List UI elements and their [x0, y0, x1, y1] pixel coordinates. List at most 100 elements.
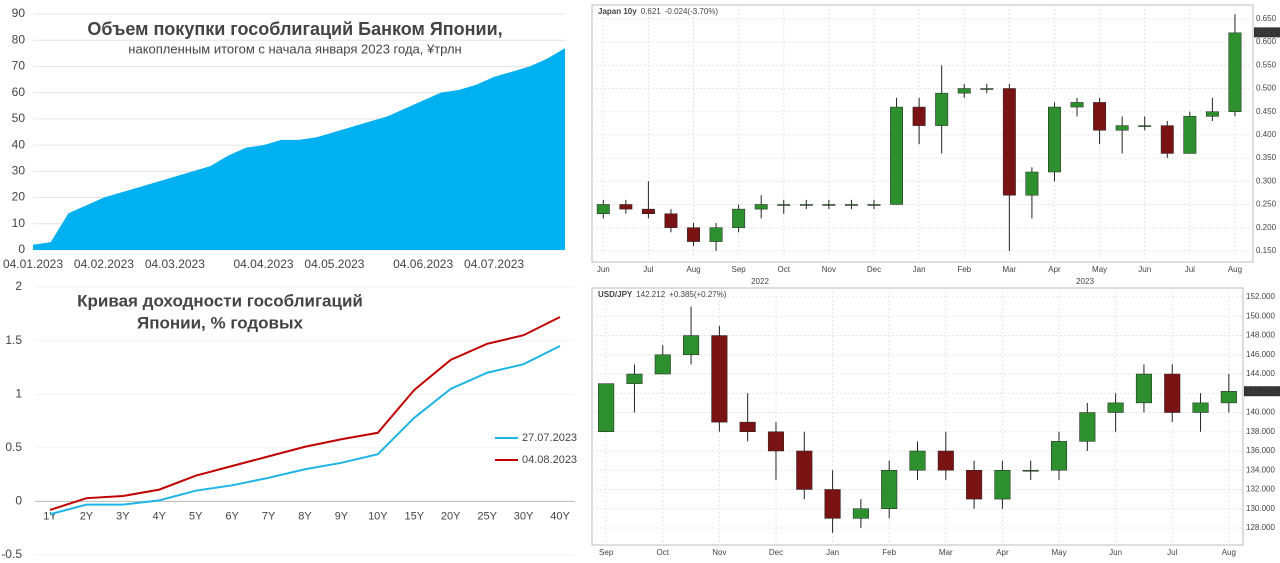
panel-border — [591, 4, 1254, 263]
x-tick-label: Dec — [769, 548, 783, 557]
candle-body — [709, 227, 723, 242]
x-tick-label: Jul — [1185, 265, 1195, 274]
candle-body — [596, 204, 610, 215]
candle-body — [664, 213, 678, 228]
x-tick-label: Apr — [1048, 265, 1061, 274]
price-change: -0.024(-3.70%) — [665, 7, 719, 16]
candle-body — [1025, 171, 1039, 196]
candle-body — [966, 469, 983, 500]
candle-body — [711, 335, 728, 423]
x-tick-label: 4Y — [153, 510, 167, 522]
y-tick-label: 138.000 — [1246, 427, 1275, 436]
candle-body — [844, 204, 858, 206]
x-tick-label: Jul — [643, 265, 653, 274]
y-tick-label: -0.5 — [1, 547, 22, 561]
candle-body — [852, 508, 869, 519]
y-tick-label: 0.150 — [1256, 246, 1277, 255]
x-tick-label: 8Y — [298, 510, 312, 522]
y-tick-label: 90 — [12, 6, 26, 20]
y-tick-label: 140.000 — [1246, 408, 1275, 417]
candle-body — [1205, 111, 1219, 117]
candle-body — [683, 335, 700, 356]
candle-body — [824, 489, 841, 519]
x-tick-label: 5Y — [189, 510, 203, 522]
x-tick-label: Oct — [657, 548, 670, 557]
candle-body — [619, 204, 633, 210]
candle-body — [867, 204, 881, 206]
candle-body — [739, 421, 756, 433]
x-tick-label: Jun — [1109, 548, 1122, 557]
candle-body — [1022, 469, 1039, 472]
y-tick-label: 152.000 — [1246, 292, 1275, 301]
candle-body — [1002, 88, 1016, 196]
x-tick-label: 6Y — [225, 510, 239, 522]
y-tick-label: 1.5 — [5, 333, 22, 347]
x-tick-label: Jan — [826, 548, 839, 557]
x-tick-label: Nov — [712, 548, 726, 557]
y-tick-label: 128.000 — [1246, 523, 1275, 532]
y-tick-label: 146.000 — [1246, 350, 1275, 359]
candle-body — [799, 204, 813, 206]
y-tick-label: 132.000 — [1246, 485, 1275, 494]
x-tick-label: 25Y — [477, 510, 497, 522]
y-tick-label: 134.000 — [1246, 465, 1275, 474]
year-label: 2023 — [1076, 277, 1094, 286]
chart-subtitle: накопленным итогом с начала января 2023 … — [128, 41, 461, 56]
chart-title: Японии, % годовых — [137, 313, 303, 332]
y-tick-label: 144.000 — [1246, 369, 1275, 378]
price-tag — [1244, 386, 1280, 397]
area — [33, 48, 565, 250]
y-tick-label: 1 — [15, 386, 22, 400]
candle-body — [598, 383, 615, 433]
y-tick-label: 50 — [12, 111, 26, 125]
candle-body — [937, 450, 954, 471]
x-tick-label: 15Y — [404, 510, 424, 522]
legend-label: 27.07.2023 — [522, 432, 577, 444]
x-tick-label: Aug — [1228, 265, 1242, 274]
x-tick-label: May — [1092, 265, 1107, 274]
y-tick-label: 0.200 — [1256, 223, 1277, 232]
y-tick-label: 0 — [18, 242, 25, 256]
price-change: +0.385(+0.27%) — [669, 290, 727, 299]
x-tick-label: 7Y — [262, 510, 276, 522]
y-tick-label: 148.000 — [1246, 331, 1275, 340]
x-tick-label: 04.07.2023 — [464, 257, 524, 271]
year-label: 2022 — [751, 277, 769, 286]
candle-body — [754, 204, 768, 210]
x-tick-label: 04.03.2023 — [145, 257, 205, 271]
candle-body — [1048, 106, 1061, 173]
price-tag-label: 142.212 — [1246, 386, 1275, 395]
y-tick-label: 0.300 — [1256, 176, 1277, 185]
candle-body — [957, 88, 971, 94]
x-tick-label: Aug — [1222, 548, 1236, 557]
y-tick-label: 0.450 — [1256, 107, 1277, 116]
x-tick-label: Feb — [882, 548, 896, 557]
candle-body — [890, 106, 904, 205]
y-tick-label: 60 — [12, 85, 26, 99]
candle-body — [796, 450, 813, 490]
y-tick-label: 70 — [12, 59, 26, 73]
x-tick-label: 3Y — [116, 510, 130, 522]
y-tick-label: 30 — [12, 164, 26, 178]
last-price: 0.621 — [641, 7, 662, 16]
x-tick-label: 9Y — [335, 510, 349, 522]
x-tick-label: 10Y — [368, 510, 388, 522]
x-tick-label: Dec — [867, 265, 881, 274]
candle-body — [1135, 373, 1152, 404]
candle-body — [654, 354, 671, 375]
x-tick-label: Sep — [599, 548, 614, 557]
y-tick-label: 0.550 — [1256, 60, 1277, 69]
last-price: 142.212 — [636, 290, 665, 299]
candle-body — [687, 227, 700, 242]
x-tick-label: Mar — [939, 548, 953, 557]
candle-body — [1228, 32, 1242, 112]
candle-body — [626, 373, 643, 384]
legend-label: 04.08.2023 — [522, 454, 577, 466]
x-tick-label: Jul — [1167, 548, 1177, 557]
candle-body — [1192, 402, 1209, 413]
y-tick-label: 0.250 — [1256, 200, 1277, 209]
x-tick-label: 40Y — [550, 510, 570, 522]
y-tick-label: 0 — [15, 494, 22, 508]
x-tick-label: 04.02.2023 — [74, 257, 134, 271]
x-tick-label: May — [1051, 548, 1066, 557]
